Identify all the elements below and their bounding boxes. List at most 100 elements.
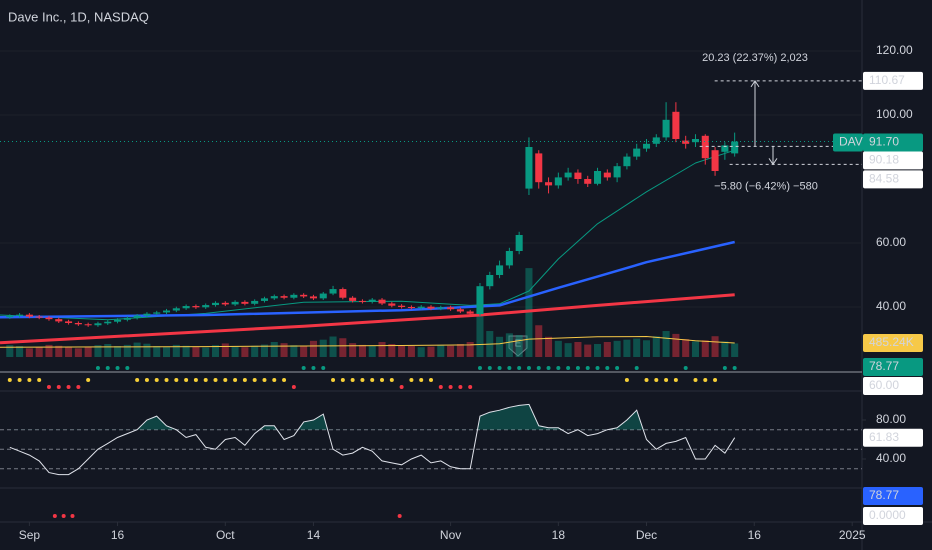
candle-body [584, 179, 592, 184]
signal-dot [350, 378, 355, 382]
candle-body [65, 321, 73, 323]
volume-bar [515, 335, 523, 357]
volume-bar [251, 345, 259, 357]
candle-body [339, 289, 347, 298]
signal-dot [683, 366, 688, 370]
signal-dot [27, 378, 32, 382]
volume-bar [280, 343, 288, 357]
candle-body [554, 177, 562, 186]
candle-body [16, 314, 24, 316]
volume-bar [114, 346, 122, 357]
volume-bar [202, 347, 210, 357]
volume-bar [241, 347, 249, 357]
moving-average-line [0, 240, 735, 319]
candle-body [652, 137, 660, 144]
measure-value-label: 90.18 [869, 153, 899, 167]
volume-bar [143, 343, 151, 357]
signal-label-box [863, 377, 923, 395]
volume-bar [584, 344, 592, 357]
y-tick-label: 60.00 [876, 235, 906, 249]
candle-body [603, 172, 611, 178]
candle-body [613, 166, 621, 178]
candle-body [329, 289, 337, 294]
signal-dot [487, 366, 492, 370]
volume-bar [672, 333, 680, 357]
volume-bar [701, 340, 709, 357]
signal-dot [125, 366, 130, 370]
measure-label: 20.23 (22.37%) 2,023 [702, 52, 808, 64]
volume-bar [231, 346, 239, 357]
bottom-label-box [863, 487, 923, 505]
candle-body [623, 156, 631, 167]
volume-bar [574, 341, 582, 357]
candle-body [701, 135, 709, 159]
signal-dot [722, 366, 727, 370]
candle-body [378, 299, 386, 304]
signal-dot [526, 366, 531, 370]
volume-bar [319, 339, 327, 357]
volume-bar [593, 344, 602, 357]
signal-dot [340, 378, 345, 382]
signal-dot [37, 378, 42, 382]
signal-dot [654, 378, 659, 382]
signal-dot [56, 385, 61, 389]
signal-dot [86, 378, 91, 382]
signal-dot [389, 378, 394, 382]
volume-bar [133, 342, 141, 357]
candle-body [202, 305, 210, 308]
signal-dot [144, 378, 149, 382]
signal-dot [203, 378, 208, 382]
candle-body [642, 143, 651, 149]
volume-bar [545, 336, 553, 357]
signal-dot [664, 378, 669, 382]
volume-bar [123, 344, 131, 357]
signal-dot [174, 378, 179, 382]
signal-dot [713, 378, 718, 382]
signal-dot [458, 385, 463, 389]
signal-dot [115, 366, 120, 370]
signal-dot [517, 366, 522, 370]
candle-body [711, 150, 719, 172]
candle-body [211, 302, 220, 306]
volume-bar [691, 341, 700, 357]
candle-body [456, 309, 464, 312]
signal-dot [380, 378, 385, 382]
signal-dot [242, 378, 247, 382]
svg-text:E: E [515, 339, 522, 350]
measure-arrow [750, 79, 760, 147]
candle-body [447, 307, 455, 310]
volume-bar [84, 346, 92, 357]
signal-dot [575, 366, 580, 370]
signal-dot [164, 378, 169, 382]
volume-bar [182, 345, 190, 357]
measure-value-label-box [863, 170, 923, 189]
rsi-line [9, 403, 736, 476]
volume-bar [260, 344, 269, 357]
candle-body [358, 300, 366, 302]
signal-dot [282, 378, 287, 382]
candle-body [437, 307, 445, 309]
volume-ma-label: 485.24K [869, 335, 914, 349]
volume-bar [300, 346, 308, 357]
volume-bar [682, 339, 690, 357]
candle-body [319, 293, 327, 299]
x-tick-label: Nov [440, 528, 461, 542]
signal-dot [468, 385, 473, 389]
volume-bar [329, 336, 337, 357]
candle-body [349, 297, 357, 301]
rsi-tick-label: 80.00 [876, 412, 906, 426]
measure-label: −5.80 (−6.42%) −580 [714, 180, 818, 192]
signal-dot [429, 378, 433, 382]
volume-bar [211, 345, 220, 357]
volume-bar [535, 325, 543, 357]
signal-dot [105, 366, 110, 370]
volume-bar [642, 340, 651, 357]
candle-body [427, 306, 435, 309]
candle-body [104, 321, 112, 324]
y-tick-label: 100.00 [876, 107, 913, 121]
volume-bar [339, 338, 347, 357]
signal-dot [409, 378, 414, 382]
candle-body [221, 302, 229, 305]
candle-body [662, 119, 670, 138]
